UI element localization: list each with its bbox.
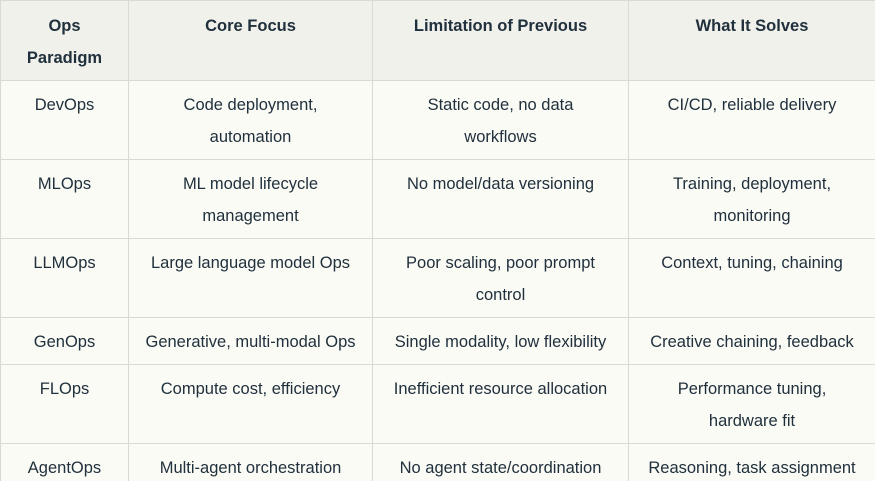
cell-solves: CI/CD, reliable delivery	[628, 80, 875, 160]
cell-limitation: Single modality, low flexibility	[372, 317, 629, 365]
cell-paradigm: DevOps	[0, 80, 129, 160]
cell-line: ML model lifecycle	[182, 175, 319, 193]
table-row-genops: GenOps Generative, multi-modal Ops Singl…	[0, 317, 875, 365]
header-cell-what-it-solves: What It Solves	[628, 0, 875, 81]
cell-paradigm: MLOps	[0, 159, 129, 239]
cell-line: No model/data versioning	[406, 175, 595, 193]
cell-line: Compute cost, efficiency	[160, 380, 341, 398]
cell-paradigm: FLOps	[0, 364, 129, 444]
cell-core-focus: Multi-agent orchestration	[128, 443, 373, 481]
header-line: Limitation of Previous	[413, 17, 588, 35]
cell-core-focus: Code deployment, automation	[128, 80, 373, 160]
cell-line: control	[475, 286, 526, 304]
cell-line: automation	[209, 128, 292, 146]
cell-limitation: Static code, no data workflows	[372, 80, 629, 160]
cell-solves: Reasoning, task assignment	[628, 443, 875, 481]
cell-line: Static code, no data	[427, 96, 574, 114]
cell-line: Performance tuning,	[677, 380, 827, 398]
table-row-devops: DevOps Code deployment, automation Stati…	[0, 80, 875, 160]
header-line: Ops	[48, 17, 81, 35]
cell-paradigm: GenOps	[0, 317, 129, 365]
cell-solves: Training, deployment, monitoring	[628, 159, 875, 239]
cell-line: GenOps	[33, 333, 96, 351]
table-row-llmops: LLMOps Large language model Ops Poor sca…	[0, 238, 875, 318]
cell-line: hardware fit	[708, 412, 796, 430]
cell-line: Creative chaining, feedback	[650, 333, 854, 351]
cell-core-focus: Compute cost, efficiency	[128, 364, 373, 444]
cell-line: Poor scaling, poor prompt	[406, 254, 595, 272]
cell-line: Multi-agent orchestration	[159, 459, 342, 477]
header-row: Ops Paradigm Core Focus Limitation of Pr…	[0, 0, 875, 81]
header-cell-limitation: Limitation of Previous	[372, 0, 629, 81]
header-line: Paradigm	[26, 49, 103, 67]
cell-solves: Creative chaining, feedback	[628, 317, 875, 365]
table-row-agentops: AgentOps Multi-agent orchestration No ag…	[0, 443, 875, 481]
cell-core-focus: Large language model Ops	[128, 238, 373, 318]
cell-paradigm: AgentOps	[0, 443, 129, 481]
cell-line: Code deployment,	[183, 96, 318, 114]
cell-line: DevOps	[34, 96, 95, 114]
cell-line: Single modality, low flexibility	[394, 333, 607, 351]
cell-line: AgentOps	[27, 459, 102, 477]
cell-limitation: Poor scaling, poor prompt control	[372, 238, 629, 318]
cell-line: Reasoning, task assignment	[648, 459, 856, 477]
cell-core-focus: Generative, multi-modal Ops	[128, 317, 373, 365]
cell-line: management	[202, 207, 299, 225]
cell-solves: Context, tuning, chaining	[628, 238, 875, 318]
cell-line: Context, tuning, chaining	[661, 254, 843, 272]
cell-core-focus: ML model lifecycle management	[128, 159, 373, 239]
table-row-mlops: MLOps ML model lifecycle management No m…	[0, 159, 875, 239]
header-cell-core-focus: Core Focus	[128, 0, 373, 81]
cell-line: monitoring	[713, 207, 791, 225]
cell-line: LLMOps	[33, 254, 96, 272]
table-row-flops: FLOps Compute cost, efficiency Inefficie…	[0, 364, 875, 444]
header-line: Core Focus	[205, 17, 296, 35]
cell-solves: Performance tuning, hardware fit	[628, 364, 875, 444]
header-line: What It Solves	[695, 17, 809, 35]
header-cell-ops-paradigm: Ops Paradigm	[0, 0, 129, 81]
cell-line: FLOps	[39, 380, 90, 398]
cell-line: MLOps	[37, 175, 92, 193]
cell-line: Inefficient resource allocation	[393, 380, 608, 398]
cell-line: No agent state/coordination	[399, 459, 602, 477]
cell-line: Generative, multi-modal Ops	[145, 333, 356, 351]
cell-limitation: Inefficient resource allocation	[372, 364, 629, 444]
cell-paradigm: LLMOps	[0, 238, 129, 318]
cell-line: Training, deployment,	[672, 175, 832, 193]
cell-limitation: No agent state/coordination	[372, 443, 629, 481]
cell-line: Large language model Ops	[150, 254, 351, 272]
cell-line: CI/CD, reliable delivery	[667, 96, 837, 114]
cell-limitation: No model/data versioning	[372, 159, 629, 239]
cell-line: workflows	[464, 128, 537, 146]
